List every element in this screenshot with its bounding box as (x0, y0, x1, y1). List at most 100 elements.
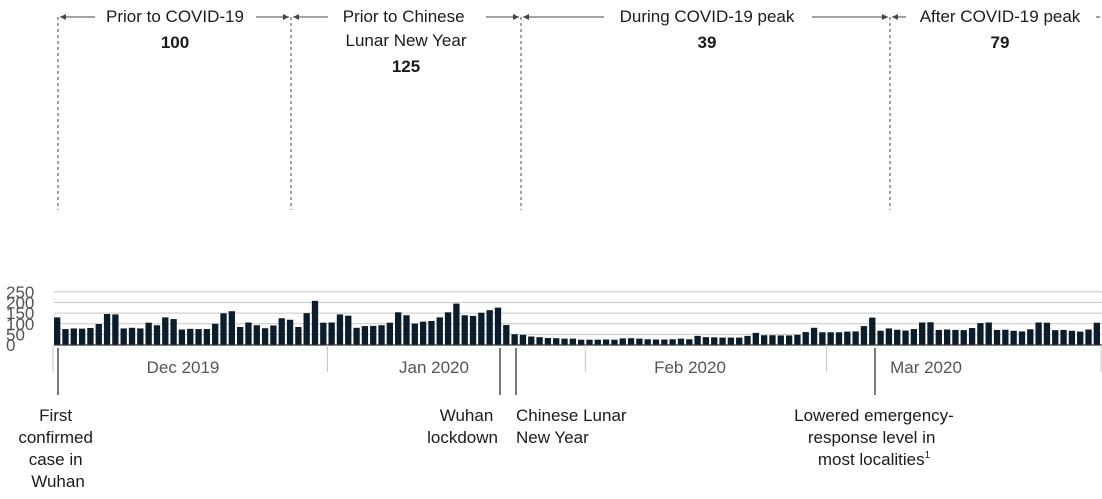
bar (569, 338, 576, 345)
bar (1035, 322, 1042, 345)
bar (1043, 322, 1051, 345)
y-tick-label: 0 (6, 336, 15, 355)
period-value: 125 (392, 57, 420, 76)
bar (286, 319, 294, 345)
bar (869, 317, 876, 345)
bar (835, 332, 843, 345)
bar (336, 314, 344, 345)
bar (553, 338, 560, 345)
bar (478, 312, 485, 345)
period-label-line: Prior to Chinese (343, 7, 470, 26)
bar (694, 335, 701, 345)
y-tick-label: 50 (6, 325, 25, 344)
bar (719, 337, 726, 345)
bar (968, 328, 976, 345)
bar (303, 313, 310, 345)
bar (769, 335, 776, 345)
bar (54, 317, 61, 345)
bar (178, 329, 186, 345)
bar (444, 312, 452, 345)
bar (220, 313, 227, 345)
bar (1027, 329, 1034, 345)
bar (661, 339, 668, 345)
period-value: 79 (991, 33, 1010, 52)
bar (935, 329, 942, 345)
bar (852, 331, 859, 345)
bar (1060, 329, 1067, 345)
event-annotation-line: lockdown (427, 428, 498, 447)
event-annotation-line: Chinese Lunar (516, 406, 631, 425)
bar (187, 328, 194, 345)
bar (894, 329, 901, 345)
event-annotation-line: confirmed (18, 428, 97, 447)
arrow-head (882, 14, 888, 20)
bar (511, 334, 518, 345)
bar (752, 332, 759, 345)
bar (95, 323, 102, 345)
bar (411, 323, 418, 345)
bar (744, 335, 751, 345)
event-annotation: Chinese Lunar New Year (516, 406, 631, 447)
bar (652, 339, 660, 345)
footnote-marker: 1 (925, 450, 931, 461)
bar (361, 326, 369, 345)
bar (403, 315, 410, 345)
bar (128, 327, 136, 345)
bar (78, 328, 86, 345)
bar (819, 332, 826, 345)
bar (827, 332, 834, 345)
gridlines (54, 291, 1102, 335)
period-label: Prior to COVID-19 (106, 7, 244, 26)
event-annotation: First confirmed case in Wuhan (18, 406, 97, 491)
bar (777, 335, 784, 345)
bar (919, 322, 926, 345)
bar (619, 338, 626, 345)
bar (602, 339, 610, 345)
bar (203, 329, 211, 345)
bar (145, 322, 152, 345)
event-annotation-line: First (39, 406, 77, 425)
bar (461, 315, 468, 345)
bar (910, 329, 918, 345)
bar (503, 325, 510, 345)
bar (578, 339, 585, 345)
bar (62, 329, 69, 345)
event-annotation-line: Wuhan (31, 472, 85, 491)
bar (245, 322, 252, 345)
period-label-line: Lunar New Year (346, 31, 467, 50)
bar (544, 337, 552, 345)
arrow-head (523, 14, 529, 20)
bar (636, 338, 643, 345)
bar (353, 327, 360, 345)
bar (436, 317, 443, 345)
y-tick-label: 200 (6, 294, 34, 313)
bar (378, 325, 385, 345)
event-annotation-line: Wuhan (440, 406, 498, 425)
bar (295, 326, 302, 345)
bar (686, 339, 693, 345)
bar (153, 325, 161, 345)
event-annotation-line: case in (29, 450, 88, 469)
x-month-label: Mar 2020 (890, 358, 962, 377)
bar (860, 326, 868, 345)
bar (877, 330, 884, 345)
bar (952, 329, 959, 345)
event-annotation-line: most localities (818, 450, 925, 469)
bar (469, 315, 477, 345)
bar (943, 329, 951, 345)
bar (1085, 329, 1092, 345)
bar (253, 325, 260, 345)
annotations: Prior to COVID-19 100 Prior to Chinese Lun… (18, 7, 1100, 491)
bar (977, 323, 984, 345)
bar (561, 338, 568, 345)
y-tick-label: 250 (6, 283, 34, 302)
bar (103, 313, 111, 345)
event-annotation: Lowered emergency-response level in most… (794, 406, 954, 469)
bar (669, 339, 676, 345)
bar (1018, 331, 1026, 345)
period-value: 100 (161, 33, 189, 52)
bar (885, 328, 893, 345)
bar (486, 310, 493, 345)
